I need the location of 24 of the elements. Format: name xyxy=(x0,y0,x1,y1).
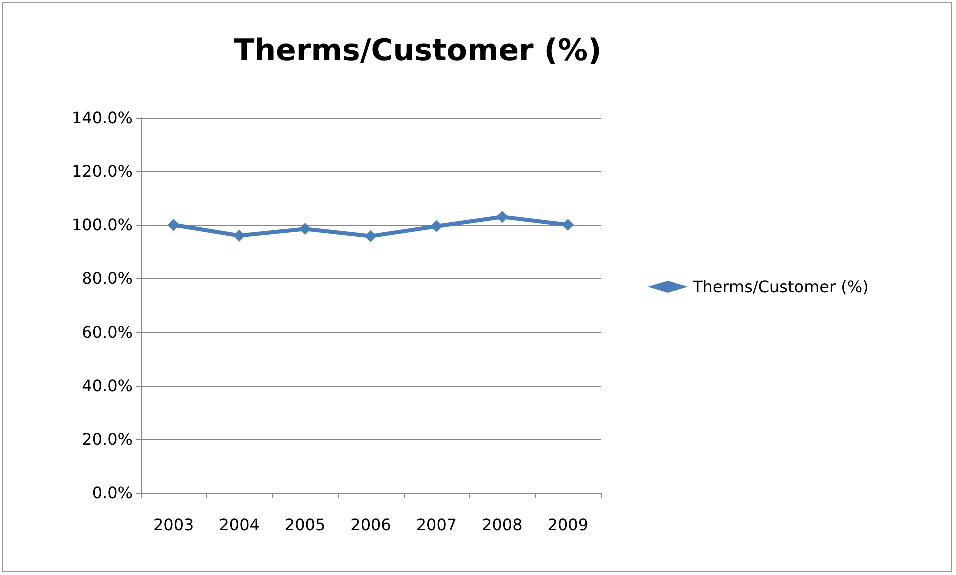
x-tick-label: 2004 xyxy=(219,516,260,534)
y-tick-label: 120.0% xyxy=(72,162,133,182)
x-tick-label: 2007 xyxy=(416,516,458,534)
y-tick-label: 60.0% xyxy=(82,322,133,342)
legend-label: Therms/Customer (%) xyxy=(692,278,869,296)
x-tick-label: 2003 xyxy=(154,516,194,534)
y-tick-label: 80.0% xyxy=(82,269,133,288)
y-tick-label: 140.0% xyxy=(72,108,133,128)
point xyxy=(365,230,377,242)
x-tick-label: 2009 xyxy=(548,516,588,534)
y-tick-label: 100.0% xyxy=(72,216,133,235)
point xyxy=(168,219,180,232)
y-tick-label: 0.0% xyxy=(92,484,133,502)
x-tick-label: 2005 xyxy=(284,516,326,534)
point xyxy=(234,230,246,242)
x-tick-label: 2006 xyxy=(350,516,392,534)
y-tick-label: 20.0% xyxy=(82,430,133,449)
y-tick-label: 40.0% xyxy=(82,376,133,396)
chart-title: Therms/Customer (%) xyxy=(234,34,602,68)
point xyxy=(299,223,312,236)
point xyxy=(430,220,443,232)
point xyxy=(562,219,574,232)
x-tick-label: 2008 xyxy=(482,516,523,534)
point xyxy=(496,211,508,224)
